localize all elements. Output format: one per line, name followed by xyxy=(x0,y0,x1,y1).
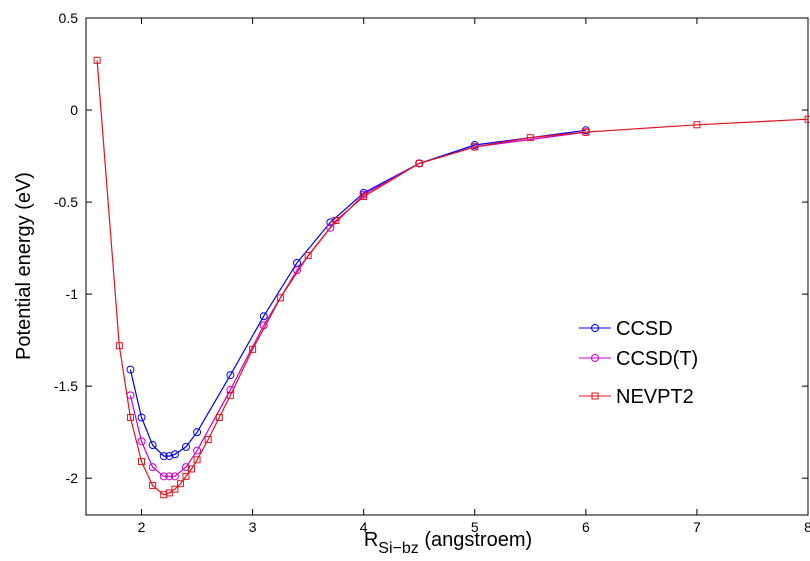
data-point-nevpt2 xyxy=(204,436,212,444)
x-tick-label: 8 xyxy=(804,519,810,535)
data-point-nevpt2 xyxy=(171,485,179,493)
legend-label-ccsdt: CCSD(T) xyxy=(616,348,698,370)
data-point-nevpt2 xyxy=(804,115,810,123)
data-point-nevpt2 xyxy=(360,193,368,201)
legend-label-ccsd: CCSD xyxy=(616,318,673,340)
series-nevpt2 xyxy=(93,56,810,499)
x-tick-label: 2 xyxy=(138,519,146,535)
data-point-ccsd-t xyxy=(170,472,179,481)
data-point-ccsd-t xyxy=(193,446,202,455)
data-point-nevpt2 xyxy=(115,342,123,350)
plot-area xyxy=(85,17,809,516)
data-point-nevpt2 xyxy=(693,121,701,129)
data-point-nevpt2 xyxy=(276,294,284,302)
data-point-ccsd-t xyxy=(159,472,168,481)
data-point-ccsd-t xyxy=(226,385,235,394)
data-point-ccsd-t xyxy=(148,463,157,472)
data-point-ccsd xyxy=(181,442,190,451)
data-point-ccsd xyxy=(165,452,174,461)
legend: CCSD CCSD(T) NEVPT2 xyxy=(560,312,720,412)
data-point-ccsd xyxy=(170,450,179,459)
data-point-ccsd xyxy=(259,312,268,321)
data-point-ccsd xyxy=(226,371,235,380)
legend-marker-ccsdt xyxy=(591,354,599,362)
x-axis-title-subscript: Si−bz xyxy=(378,540,418,557)
data-point-nevpt2 xyxy=(226,391,234,399)
data-point-ccsd-t xyxy=(165,472,174,481)
data-point-ccsd-t xyxy=(137,437,146,446)
y-tick-label: -0.5 xyxy=(54,194,78,210)
data-point-ccsd xyxy=(126,365,135,374)
y-tick-label: 0 xyxy=(70,102,78,118)
legend-entry-ccsdt: CCSD(T) xyxy=(579,348,698,370)
data-point-nevpt2 xyxy=(582,128,590,136)
series-layer xyxy=(93,56,810,499)
data-point-nevpt2 xyxy=(471,143,479,151)
data-point-ccsd xyxy=(148,441,157,450)
data-point-nevpt2 xyxy=(138,458,146,466)
x-axis-title: RSi−bz (angstroem) xyxy=(364,529,532,557)
axis-ticks: 2 3 4 5 6 7 8 0.5 0 -0.5 -1 -1.5 -2 xyxy=(54,10,810,535)
data-point-nevpt2 xyxy=(193,456,201,464)
data-point-nevpt2 xyxy=(332,216,340,224)
data-point-nevpt2 xyxy=(126,413,134,421)
data-point-nevpt2 xyxy=(526,134,534,142)
data-point-ccsd xyxy=(193,428,202,437)
x-tick-label: 7 xyxy=(693,519,701,535)
data-point-nevpt2 xyxy=(188,465,196,473)
data-point-nevpt2 xyxy=(249,345,257,353)
series-line-ccsd-t xyxy=(129,131,586,477)
legend-marker-nevpt2 xyxy=(591,392,599,400)
y-tick-label: -1 xyxy=(66,286,79,302)
x-tick-label: 4 xyxy=(360,519,368,535)
data-point-nevpt2 xyxy=(304,251,312,259)
legend-marker-ccsd xyxy=(591,324,599,332)
data-point-nevpt2 xyxy=(415,159,423,167)
data-point-ccsd-t xyxy=(293,266,302,275)
data-point-nevpt2 xyxy=(165,489,173,497)
x-tick-label: 5 xyxy=(471,519,479,535)
data-point-ccsd xyxy=(137,413,146,422)
data-point-ccsd-t xyxy=(181,463,190,472)
y-tick-label: 0.5 xyxy=(59,10,79,26)
y-axis-title: Potential energy (eV) xyxy=(13,172,35,360)
series-line-ccsd xyxy=(129,129,586,457)
legend-box xyxy=(560,312,720,412)
data-point-ccsd-t xyxy=(326,223,335,232)
y-tick-label: -2 xyxy=(66,470,79,486)
legend-label-nevpt2: NEVPT2 xyxy=(616,386,694,408)
x-tick-label: 6 xyxy=(582,519,590,535)
data-point-nevpt2 xyxy=(176,480,184,488)
data-point-nevpt2 xyxy=(149,482,157,490)
data-point-nevpt2 xyxy=(93,56,101,64)
y-tick-label: -1.5 xyxy=(54,378,78,394)
data-point-nevpt2 xyxy=(215,413,223,421)
x-tick-label: 3 xyxy=(249,519,257,535)
legend-entry-ccsd: CCSD xyxy=(579,318,673,340)
data-point-nevpt2 xyxy=(182,472,190,480)
x-axis-title-suffix: (angstroem) xyxy=(419,529,532,551)
legend-entry-nevpt2: NEVPT2 xyxy=(579,386,694,408)
data-point-ccsd xyxy=(159,452,168,461)
series-line-nevpt2 xyxy=(96,60,809,496)
x-axis-title-main: R xyxy=(364,529,378,551)
